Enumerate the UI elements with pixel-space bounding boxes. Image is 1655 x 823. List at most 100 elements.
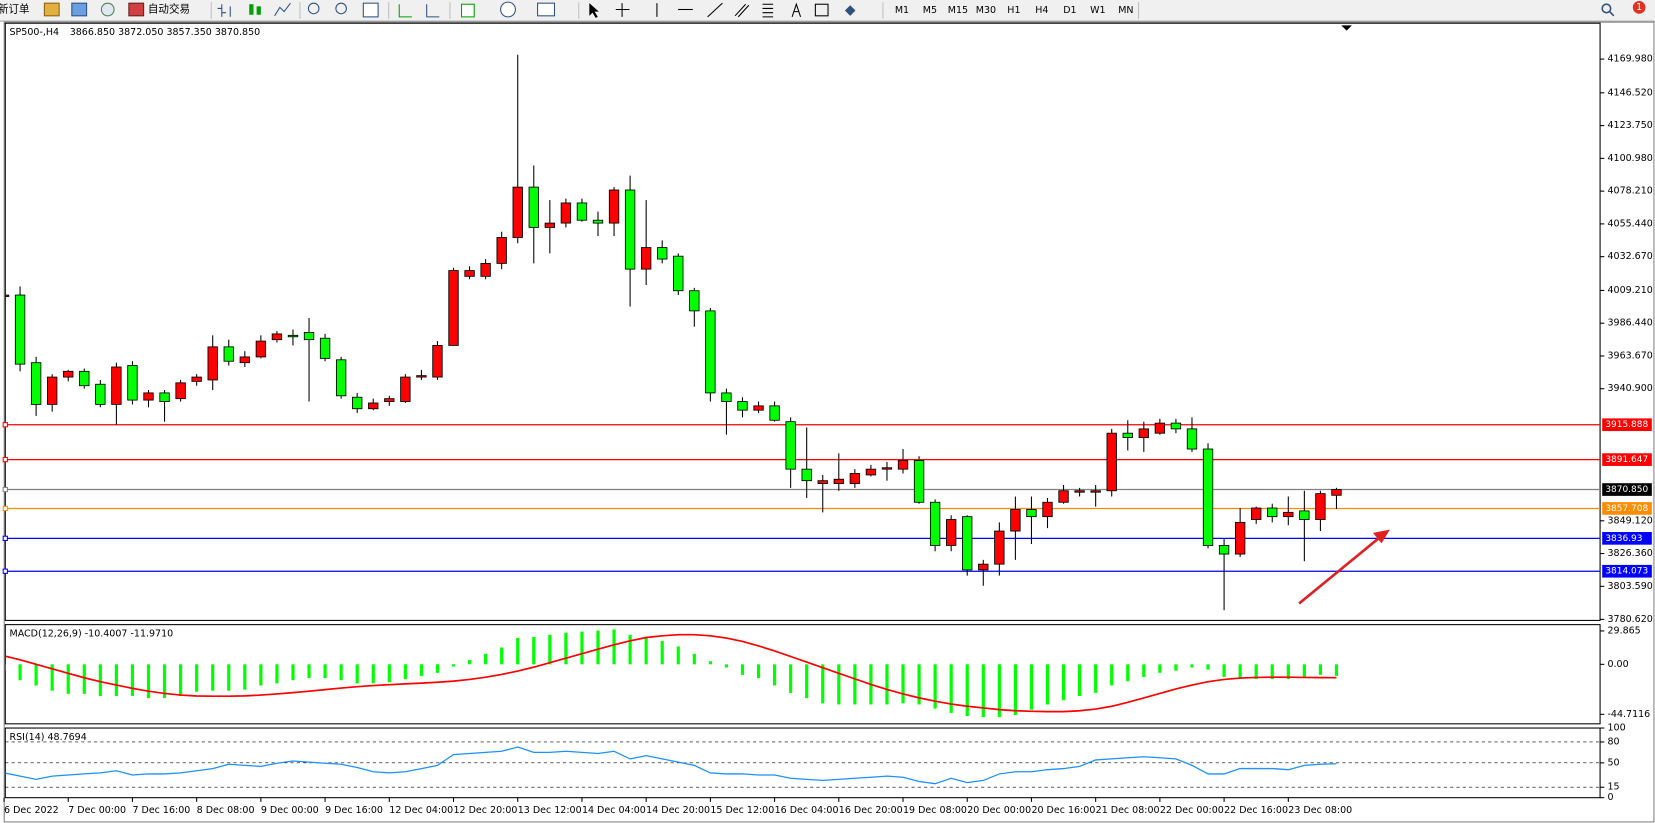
auto-trading-button[interactable]: 自动交易 xyxy=(148,2,190,15)
macd-bar xyxy=(1029,664,1034,710)
new-order-button[interactable]: 新订单 xyxy=(0,2,30,15)
candle-body xyxy=(63,370,74,378)
icon-templates[interactable] xyxy=(537,2,556,17)
candle-body xyxy=(79,370,90,387)
macd-bar xyxy=(1286,664,1290,680)
panel-subtitle: 3866.850 3872.050 3857.350 3870.850 xyxy=(70,27,260,38)
icon-candles[interactable] xyxy=(249,4,254,15)
icon-autotrade[interactable] xyxy=(128,2,145,17)
timeframe-label[interactable]: H4 xyxy=(1035,5,1048,16)
price-level-label: 3891.647 xyxy=(1605,455,1648,465)
icon-text[interactable] xyxy=(791,2,802,18)
candle-body xyxy=(608,189,620,224)
icon-trendline[interactable] xyxy=(707,2,723,18)
candle-body xyxy=(480,262,491,277)
candle-body xyxy=(30,362,42,405)
icon-tile[interactable] xyxy=(362,2,379,18)
icon-cursor[interactable] xyxy=(589,3,599,18)
candle-body xyxy=(1186,428,1198,450)
y-tick-label: 4100.980 xyxy=(1607,153,1652,164)
macd-bar xyxy=(628,634,632,665)
macd-bar xyxy=(1318,664,1322,675)
notification-badge[interactable] xyxy=(1632,1,1646,14)
macd-bar xyxy=(933,664,937,709)
panel-title: SP500-,H4 xyxy=(10,27,60,38)
icon-fibo[interactable] xyxy=(762,3,774,18)
icon-crosshair[interactable] xyxy=(615,3,630,17)
macd-bar xyxy=(1110,664,1114,686)
macd-bar xyxy=(451,664,456,667)
icon-zoom-in[interactable] xyxy=(307,2,320,15)
macd-bar xyxy=(1045,664,1050,705)
timeframe-label[interactable]: D1 xyxy=(1063,5,1076,16)
macd-bar xyxy=(275,664,279,684)
timeframe-label[interactable]: MN xyxy=(1118,5,1133,16)
candle-body xyxy=(1106,432,1117,492)
timeframe-label[interactable]: M30 xyxy=(976,5,996,16)
timeframe-label[interactable]: M1 xyxy=(895,5,909,16)
candle-body xyxy=(1010,509,1021,532)
y-tick-label: 3986.440 xyxy=(1607,318,1652,329)
candle-body xyxy=(464,270,475,277)
y-tick-label: -44.7116 xyxy=(1607,709,1650,720)
icon-signal[interactable] xyxy=(100,2,115,17)
y-tick-label: 15 xyxy=(1607,782,1619,793)
macd-bar xyxy=(1254,664,1258,680)
macd-bar xyxy=(773,664,777,686)
icon-label[interactable] xyxy=(814,3,829,17)
y-tick-label: 3826.360 xyxy=(1607,548,1652,559)
icon-zoom-out[interactable] xyxy=(335,2,347,15)
candle-body xyxy=(705,310,716,394)
candle-body xyxy=(111,366,122,405)
candle-body xyxy=(400,376,411,402)
icon-channel[interactable] xyxy=(734,3,750,18)
search-icon[interactable] xyxy=(1601,3,1612,14)
candle-body xyxy=(737,401,748,411)
y-tick-label: 3803.590 xyxy=(1607,581,1652,592)
candle-body xyxy=(287,334,299,338)
icon-market[interactable] xyxy=(71,2,88,17)
icon-shift[interactable] xyxy=(426,4,440,18)
icon-indicators[interactable] xyxy=(461,3,475,18)
panel-title: MACD(12,26,9) -10.4007 -11.9710 xyxy=(10,629,174,640)
icon-periods[interactable] xyxy=(500,1,516,18)
icon-line[interactable] xyxy=(274,2,291,17)
macd-bar xyxy=(467,660,472,665)
candle-body xyxy=(1042,501,1053,518)
candle-body xyxy=(271,333,283,341)
macd-bar xyxy=(403,664,407,680)
x-tick-label: 19 Dec 08:00 xyxy=(903,805,967,816)
candle-body xyxy=(1234,521,1246,555)
icon-candles-2 xyxy=(256,6,261,15)
timeframe-label[interactable]: M15 xyxy=(948,5,968,16)
y-tick-label: 3963.670 xyxy=(1607,350,1652,361)
icon-autoscroll[interactable] xyxy=(398,4,412,18)
price-level-label: 3814.073 xyxy=(1605,567,1648,577)
macd-bar xyxy=(371,664,375,684)
y-tick-label: 3940.900 xyxy=(1607,383,1652,394)
timeframe-label[interactable]: M5 xyxy=(923,5,937,16)
candle-body xyxy=(785,421,796,470)
macd-bar xyxy=(756,664,761,679)
macd-bar xyxy=(1190,664,1194,668)
price-level-marker xyxy=(2,456,8,463)
macd-bar xyxy=(853,664,857,705)
candle-body xyxy=(897,460,909,470)
macd-bar xyxy=(580,631,584,665)
price-level-label-bg xyxy=(1602,483,1652,496)
icon-bars[interactable] xyxy=(217,4,231,17)
timeframe-label[interactable]: H1 xyxy=(1007,5,1020,16)
candle-body xyxy=(817,480,828,484)
candle-body xyxy=(127,365,138,401)
icon-gold[interactable] xyxy=(43,2,60,17)
macd-bar xyxy=(885,664,889,705)
search-handle xyxy=(1609,11,1615,17)
timeframe-label[interactable]: W1 xyxy=(1090,5,1105,16)
candle-body xyxy=(1154,422,1166,434)
candle-body xyxy=(849,473,861,484)
candle-body xyxy=(801,468,812,482)
macd-bar xyxy=(98,664,102,696)
x-tick-label: 13 Dec 12:00 xyxy=(518,805,582,816)
